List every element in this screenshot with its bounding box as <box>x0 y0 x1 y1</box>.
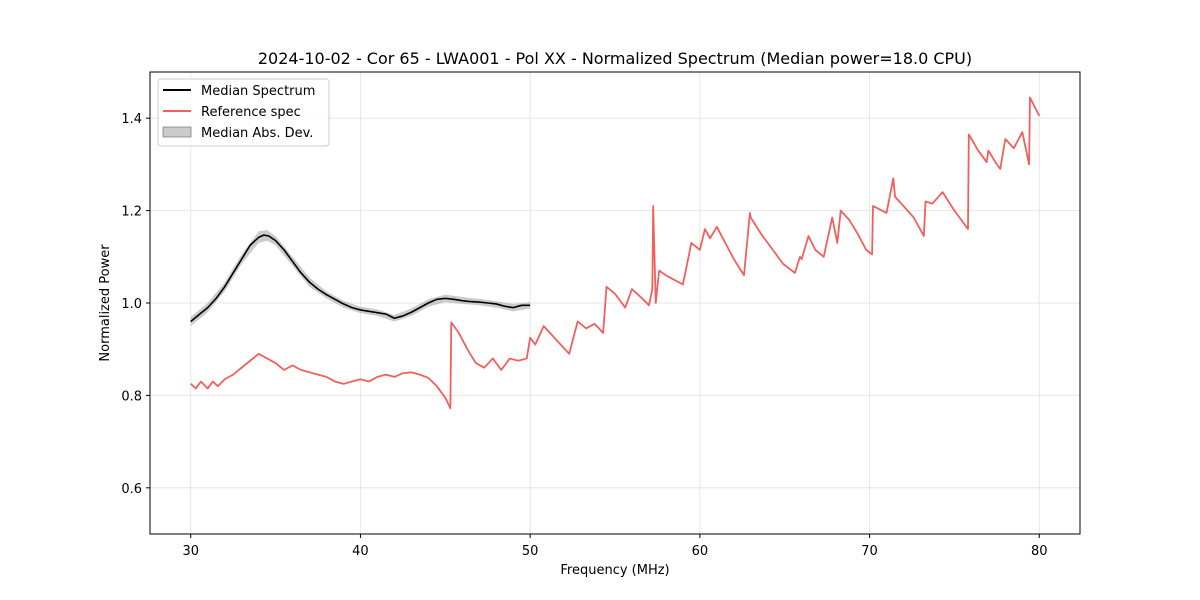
reference-spec-line <box>190 96 1041 410</box>
x-tick-label: 40 <box>352 544 369 559</box>
chart-title: 2024-10-02 - Cor 65 - LWA001 - Pol XX - … <box>258 49 972 68</box>
x-tick-label: 30 <box>182 544 199 559</box>
legend: Median Spectrum Reference spec Median Ab… <box>157 78 330 147</box>
legend-reference-label: Reference spec <box>201 105 301 120</box>
x-tick-label: 60 <box>692 544 709 559</box>
y-tick-label: 1.4 <box>121 112 142 127</box>
y-axis-label: Normalized Power <box>98 244 113 362</box>
y-tick-label: 1.0 <box>121 297 142 312</box>
x-axis-label: Frequency (MHz) <box>560 563 669 578</box>
legend-mad-label: Median Abs. Dev. <box>201 126 313 141</box>
y-tick-label: 0.8 <box>121 389 142 404</box>
mad-band <box>190 230 531 327</box>
legend-median-label: Median Spectrum <box>201 84 315 99</box>
x-tick-label: 70 <box>861 544 878 559</box>
y-tick-label: 1.2 <box>121 205 142 220</box>
x-tick-label: 50 <box>522 544 539 559</box>
median-spectrum-line <box>190 234 531 323</box>
legend-mad-swatch <box>162 126 192 138</box>
legend-box <box>157 78 330 147</box>
y-tick-label: 0.6 <box>121 482 142 497</box>
tick-layer: 30 40 50 60 70 80 0.6 0.8 1.0 1.2 1.4 <box>121 112 1047 559</box>
x-tick-label: 80 <box>1031 544 1048 559</box>
data-layer <box>190 96 1041 410</box>
